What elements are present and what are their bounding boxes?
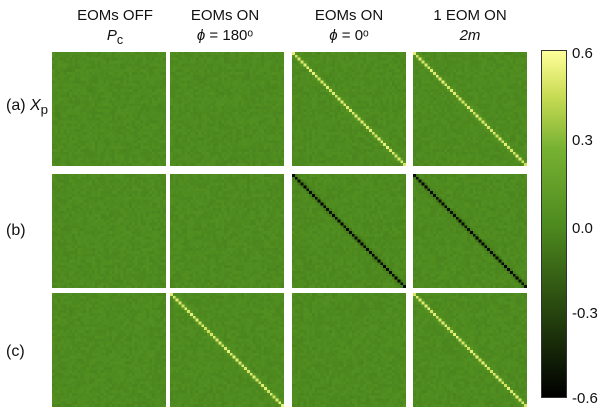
row-label-a: (a) Xp [6, 97, 49, 118]
heatmap-panel-r3-c2 [170, 293, 284, 407]
colorbar-tick-0-6: 0.6 [572, 45, 593, 62]
heatmap-panel-r3-c1 [52, 293, 166, 407]
heatmap-panel-r2-c3 [292, 174, 406, 288]
column-title-1: EOMs OFF Pc [77, 7, 153, 47]
column-title-4: 1 EOM ON 2m [433, 7, 507, 44]
heatmap-panel-r3-c4 [413, 293, 527, 407]
heatmap-panel-r1-c4 [413, 52, 527, 166]
heatmap-panel-r1-c3 [292, 52, 406, 166]
heatmap-panel-r2-c2 [170, 174, 284, 288]
colorbar [541, 50, 567, 398]
row-label-c: (c) [6, 343, 25, 360]
heatmap-panel-r2-c1 [52, 174, 166, 288]
colorbar-tick-neg-0-3: -0.3 [572, 305, 598, 322]
colorbar-tick-0-3: 0.3 [572, 132, 593, 149]
heatmap-panel-r2-c4 [413, 174, 527, 288]
colorbar-tick-0-0: 0.0 [572, 220, 593, 237]
row-label-b: (b) [6, 222, 26, 239]
heatmap-panel-r1-c1 [52, 52, 166, 166]
heatmap-panel-r1-c2 [170, 52, 284, 166]
column-title-3: EOMs ON ϕ = 0ᵒ [314, 7, 384, 44]
column-title-2: EOMs ON ϕ = 180ᵒ [190, 7, 260, 44]
heatmap-panel-r3-c3 [292, 293, 406, 407]
colorbar-tick-neg-0-6: -0.6 [572, 390, 598, 407]
